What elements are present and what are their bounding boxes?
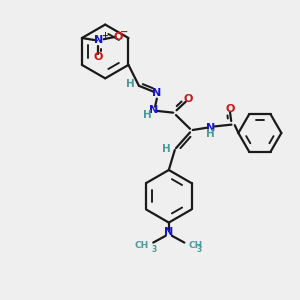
Text: H: H — [126, 79, 135, 89]
Text: CH: CH — [134, 241, 149, 250]
Text: H: H — [162, 143, 171, 154]
Text: O: O — [94, 52, 103, 62]
Text: N: N — [94, 35, 103, 45]
Text: 3: 3 — [196, 245, 202, 254]
Text: H: H — [206, 129, 215, 139]
Text: O: O — [113, 32, 122, 42]
Text: O: O — [184, 94, 193, 104]
Text: O: O — [225, 104, 235, 114]
Text: N: N — [206, 123, 215, 133]
Text: N: N — [152, 88, 161, 98]
Text: 3: 3 — [152, 245, 157, 254]
Text: H: H — [143, 110, 152, 120]
Text: −: − — [120, 26, 128, 37]
Text: N: N — [164, 227, 173, 237]
Text: CH: CH — [189, 241, 203, 250]
Text: +: + — [101, 31, 108, 40]
Text: N: N — [149, 105, 158, 115]
